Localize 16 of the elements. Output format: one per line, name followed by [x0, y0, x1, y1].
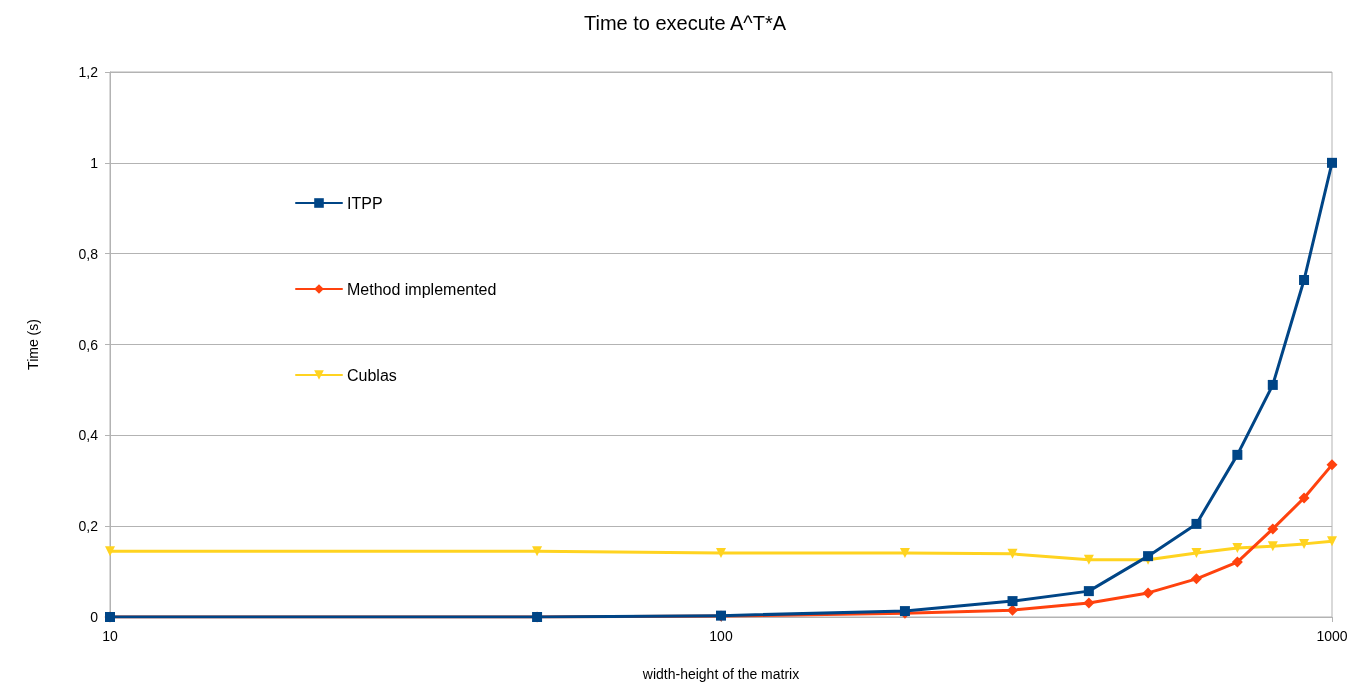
- y-tick-label: 0,6: [78, 336, 99, 353]
- legend-label: Method implemented: [347, 280, 497, 298]
- y-axis-title: Time (s): [25, 319, 41, 370]
- chart-title: Time to execute A^T*A: [583, 12, 787, 34]
- y-tick-label: 1: [90, 154, 99, 171]
- legend-label: Cublas: [347, 366, 397, 384]
- x-tick-label: 1000: [1316, 628, 1348, 644]
- y-tick-label: 0,8: [78, 245, 99, 262]
- y-tick-label: 1,2: [78, 64, 99, 80]
- y-tick-label: 0,4: [78, 427, 99, 444]
- y-tick-label: 0,2: [78, 518, 99, 535]
- y-tick-label: 0: [90, 609, 99, 625]
- x-axis-title: width-height of the matrix: [641, 666, 800, 682]
- legend-label: ITPP: [347, 194, 383, 212]
- x-tick-label: 10: [102, 628, 118, 644]
- x-tick-label: 100: [709, 628, 733, 644]
